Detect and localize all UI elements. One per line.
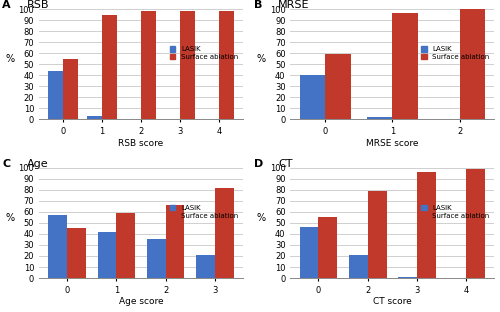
Bar (116, 213, 135, 278)
X-axis label: Age score: Age score (118, 297, 164, 306)
Bar (300, 75, 326, 119)
Bar (368, 191, 386, 278)
Bar (466, 169, 485, 278)
Y-axis label: %: % (257, 213, 266, 223)
Bar (63, 59, 78, 119)
Y-axis label: %: % (6, 54, 15, 64)
Text: Age: Age (27, 159, 48, 169)
Legend: LASIK, Surface ablation: LASIK, Surface ablation (420, 204, 491, 220)
Text: B: B (254, 0, 262, 10)
Legend: LASIK, Surface ablation: LASIK, Surface ablation (168, 45, 240, 61)
Bar (67, 228, 86, 278)
Text: A: A (2, 0, 11, 10)
Text: RSB: RSB (27, 0, 50, 10)
Bar (180, 11, 195, 119)
X-axis label: CT score: CT score (373, 297, 412, 306)
Bar (215, 188, 234, 278)
Bar (300, 227, 318, 278)
Bar (219, 11, 234, 119)
X-axis label: RSB score: RSB score (118, 139, 164, 148)
Legend: LASIK, Surface ablation: LASIK, Surface ablation (420, 45, 491, 61)
Text: MRSE: MRSE (278, 0, 310, 10)
Bar (392, 13, 418, 119)
Bar (102, 15, 117, 119)
Bar (367, 117, 392, 119)
Bar (398, 277, 417, 278)
Legend: LASIK, Surface ablation: LASIK, Surface ablation (168, 204, 240, 220)
Bar (318, 217, 337, 278)
Y-axis label: %: % (6, 213, 15, 223)
Text: CT: CT (278, 159, 292, 169)
Bar (98, 232, 116, 278)
Text: C: C (2, 159, 10, 169)
X-axis label: MRSE score: MRSE score (366, 139, 418, 148)
Bar (349, 255, 368, 278)
Y-axis label: %: % (257, 54, 266, 64)
Bar (417, 172, 436, 278)
Bar (147, 239, 166, 278)
Bar (48, 215, 67, 278)
Bar (48, 71, 63, 119)
Bar (196, 255, 215, 278)
Bar (141, 11, 156, 119)
Bar (326, 54, 351, 119)
Bar (166, 205, 184, 278)
Text: D: D (254, 159, 263, 169)
Bar (88, 116, 102, 119)
Bar (460, 9, 485, 119)
